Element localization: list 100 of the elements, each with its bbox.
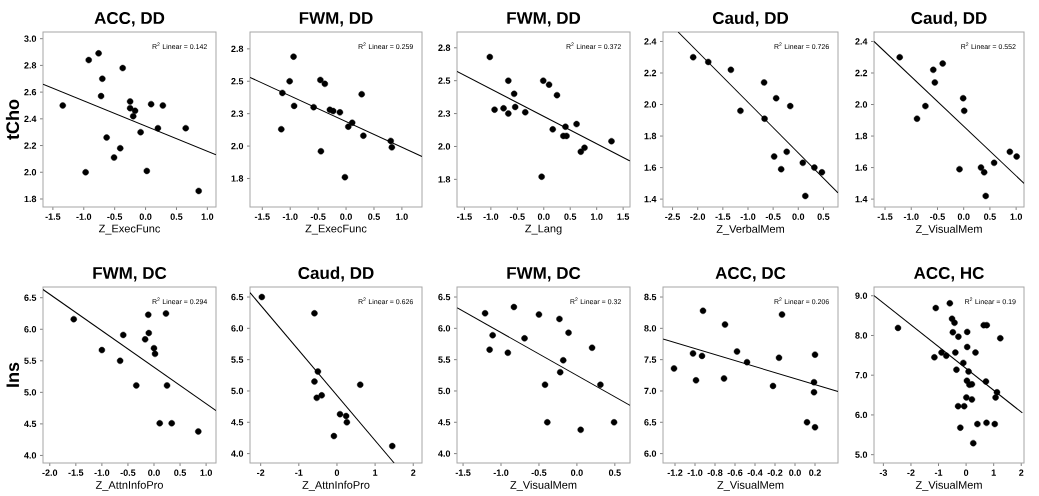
x-axis-title: Z_AttnInfoPro bbox=[95, 480, 163, 491]
x-tick-label: 0.0 bbox=[571, 469, 583, 476]
x-tick-label: -2.0 bbox=[42, 469, 58, 476]
x-tick-label: 0.0 bbox=[789, 469, 801, 476]
x-tick-label: -1 bbox=[934, 469, 943, 476]
y-tick-label: 2.0 bbox=[855, 101, 868, 108]
y-tick-label: 6.5 bbox=[438, 293, 451, 301]
y-tick-label: 1.4 bbox=[644, 196, 657, 203]
y-tick-label: 2.0 bbox=[438, 143, 451, 150]
x-tick-label: -2.0 bbox=[690, 213, 706, 220]
x-tick-label: 1 bbox=[373, 469, 378, 476]
y-tick-label: 6.0 bbox=[438, 325, 451, 332]
y-tick-label: 1.8 bbox=[24, 195, 37, 203]
x-tick-label: 0.0 bbox=[792, 213, 805, 220]
x-tick-label: -1.5 bbox=[455, 469, 471, 476]
x-tick-label: 2 bbox=[1019, 469, 1024, 476]
x-tick-label: 2 bbox=[411, 469, 416, 476]
x-tick-label: -1.5 bbox=[877, 213, 893, 220]
x-tick-label: 1.0 bbox=[201, 213, 214, 220]
x-tick-label: -1.5 bbox=[45, 213, 61, 220]
x-tick-label: -1.0 bbox=[483, 213, 499, 220]
y-tick-label: 7.5 bbox=[644, 356, 657, 363]
y-tick-label: 5.0 bbox=[231, 387, 244, 395]
chart-title: ACC, DC bbox=[715, 266, 786, 282]
x-tick-label: -0.5 bbox=[107, 213, 123, 220]
x-tick-label: 0.5 bbox=[170, 213, 183, 220]
x-tick-label: 0.0 bbox=[957, 213, 970, 220]
x-tick-label: -1.0 bbox=[687, 469, 703, 476]
x-tick-label: 1.0 bbox=[590, 213, 603, 220]
y-tick-label: 3.0 bbox=[24, 35, 37, 42]
y-tick-label: 6.5 bbox=[24, 294, 37, 301]
y-tick-label: 6.0 bbox=[24, 326, 37, 333]
y-tick-label: 1.8 bbox=[644, 132, 657, 140]
y-tick-label: 2.0 bbox=[644, 101, 657, 108]
y-tick-label: 8.0 bbox=[644, 325, 657, 332]
x-tick-label: 0.5 bbox=[368, 213, 380, 220]
y-tick-label: 8.0 bbox=[855, 332, 868, 339]
x-tick-label: -1.5 bbox=[457, 213, 472, 220]
chart-title: FWM, DD bbox=[507, 12, 581, 27]
x-tick-label: -1.0 bbox=[903, 213, 919, 220]
y-tick-label: 2.8 bbox=[231, 45, 244, 53]
chart-title: Caud, DD bbox=[712, 11, 789, 27]
x-tick-label: -0.6 bbox=[727, 469, 743, 476]
x-axis-title: Z_VisualMem bbox=[915, 480, 982, 491]
y-tick-label: 2.2 bbox=[644, 69, 657, 77]
x-tick-label: 0 bbox=[963, 469, 969, 476]
x-axis-title: Z_VisualMem bbox=[915, 224, 982, 235]
x-tick-label: -2 bbox=[257, 469, 265, 476]
x-tick-label: -0.2 bbox=[767, 469, 783, 476]
y-tick-label: 2.0 bbox=[24, 169, 37, 176]
x-tick-label: -1.2 bbox=[667, 469, 683, 476]
y-tick-label: 4.5 bbox=[231, 419, 244, 426]
x-tick-label: -2 bbox=[907, 469, 915, 476]
x-tick-label: -0.5 bbox=[509, 213, 525, 220]
y-tick-label: 6.0 bbox=[855, 411, 868, 419]
x-tick-label: -1.0 bbox=[94, 469, 110, 476]
x-tick-label: -1 bbox=[295, 469, 303, 476]
chart-title: Caud, DD bbox=[298, 266, 374, 282]
x-tick-label: -0.5 bbox=[310, 213, 326, 220]
y-tick-label: 5.0 bbox=[438, 387, 451, 395]
x-tick-label: 0.0 bbox=[537, 213, 550, 220]
x-tick-label: -1.0 bbox=[493, 469, 509, 476]
y-tick-label: 5.0 bbox=[855, 451, 868, 458]
x-tick-label: -0.5 bbox=[765, 213, 781, 220]
x-axis-title: Z_VisualMem bbox=[510, 480, 577, 491]
y-tick-label: 2.8 bbox=[438, 44, 451, 51]
y-tick-label: 5.5 bbox=[231, 356, 244, 363]
x-tick-label: 1.0 bbox=[1010, 213, 1023, 220]
y-tick-label: 2.3 bbox=[231, 110, 244, 117]
y-tick-label: 7.0 bbox=[855, 372, 868, 379]
y-axis-title: tCho bbox=[5, 99, 20, 140]
x-tick-label: -0.8 bbox=[707, 469, 723, 476]
y-tick-label: 4.0 bbox=[24, 452, 37, 459]
x-tick-label: 1.0 bbox=[396, 213, 408, 220]
y-tick-label: 2.6 bbox=[24, 88, 37, 96]
y-tick-label: 2.5 bbox=[438, 77, 451, 84]
chart-title: ACC, HC bbox=[914, 266, 984, 282]
y-tick-label: 2.5 bbox=[231, 78, 244, 85]
y-tick-label: 5.5 bbox=[24, 357, 37, 364]
y-tick-label: 1.6 bbox=[644, 164, 657, 171]
x-tick-label: 0.0 bbox=[148, 469, 160, 476]
x-tick-label: -1.0 bbox=[282, 213, 298, 220]
x-axis-title: Z_Lang bbox=[525, 224, 562, 235]
y-tick-label: 2.2 bbox=[24, 142, 37, 149]
y-tick-label: 2.3 bbox=[438, 110, 451, 117]
x-tick-label: 0.2 bbox=[809, 469, 821, 476]
y-tick-label: 2.4 bbox=[644, 38, 657, 45]
x-tick-label: 0.5 bbox=[564, 213, 577, 220]
x-tick-label: 0 bbox=[334, 469, 340, 476]
chart-title: ACC, DD bbox=[94, 11, 165, 27]
y-tick-label: 8.5 bbox=[644, 293, 657, 301]
x-tick-label: -0.4 bbox=[747, 469, 763, 476]
chart-title: Caud, DD bbox=[911, 11, 987, 27]
chart-title: FWM, DC bbox=[507, 266, 581, 282]
x-tick-label: -1.0 bbox=[740, 213, 756, 220]
x-axis-title: Z_AttnInfoPro bbox=[302, 480, 370, 491]
y-tick-label: 5.5 bbox=[438, 356, 451, 363]
x-tick-label: -1.0 bbox=[76, 213, 92, 220]
x-tick-label: 1.0 bbox=[200, 469, 212, 476]
y-tick-label: 4.0 bbox=[231, 450, 244, 457]
